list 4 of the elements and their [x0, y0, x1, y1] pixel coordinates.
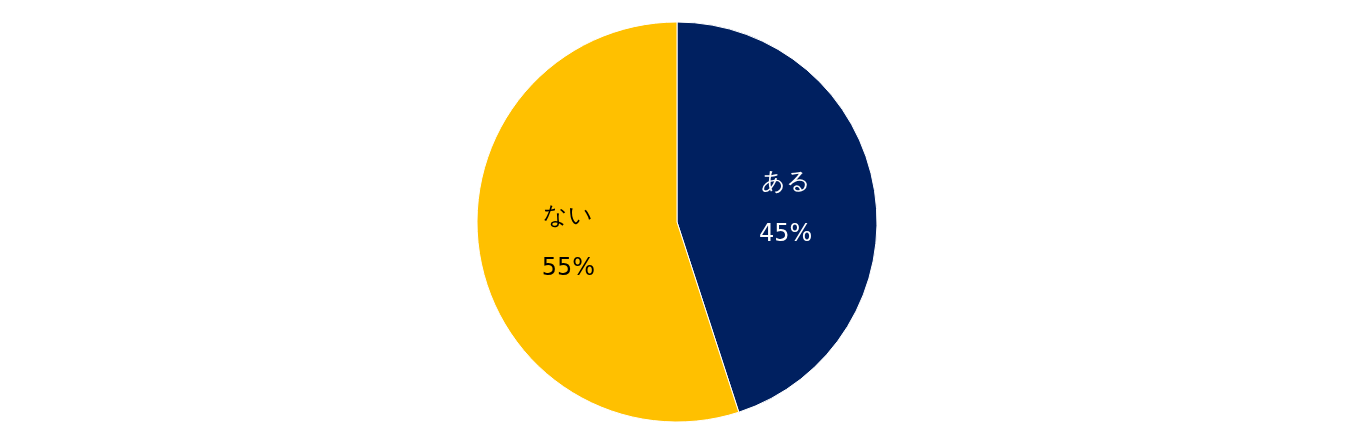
- data-label: 45%: [758, 218, 813, 247]
- slice-label: ある: [760, 166, 811, 195]
- slice-label: ない: [543, 201, 594, 230]
- data-label: 55%: [541, 253, 596, 282]
